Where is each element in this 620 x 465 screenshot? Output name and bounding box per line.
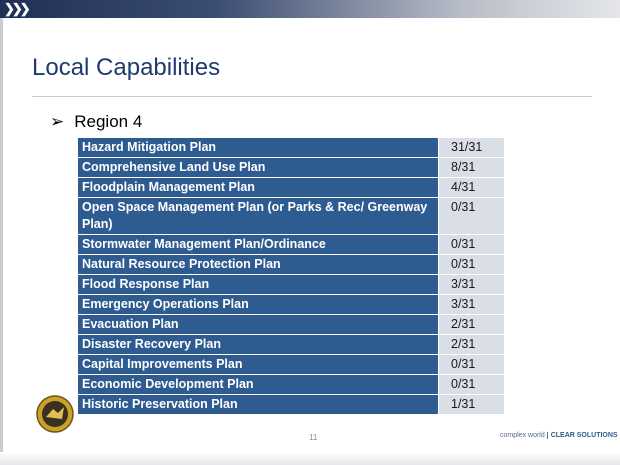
table-row: Capital Improvements Plan 0/31	[78, 354, 504, 375]
plan-count: 8/31	[438, 157, 504, 178]
plan-name: Stormwater Management Plan/Ordinance	[78, 234, 439, 255]
plan-count: 0/31	[438, 234, 504, 255]
plan-name: Comprehensive Land Use Plan	[78, 157, 439, 178]
footer-tagline: complex world	[500, 432, 545, 439]
table-row: Floodplain Management Plan 4/31	[78, 177, 504, 198]
table-row: Historic Preservation Plan 1/31	[78, 394, 504, 415]
table-row: Comprehensive Land Use Plan 8/31	[78, 157, 504, 178]
table-row: Hazard Mitigation Plan 31/31	[78, 138, 504, 158]
table-row: Emergency Operations Plan 3/31	[78, 294, 504, 315]
plan-count: 2/31	[438, 314, 504, 335]
table-row: Economic Development Plan 0/31	[78, 374, 504, 395]
table-row: Evacuation Plan 2/31	[78, 314, 504, 335]
plan-count: 1/31	[438, 394, 504, 415]
plan-name: Natural Resource Protection Plan	[78, 254, 439, 275]
plan-name: Disaster Recovery Plan	[78, 334, 439, 355]
table-row: Stormwater Management Plan/Ordinance 0/31	[78, 234, 504, 255]
table-row: Flood Response Plan 3/31	[78, 274, 504, 295]
title-rule	[32, 96, 592, 97]
table-row: Disaster Recovery Plan 2/31	[78, 334, 504, 355]
plan-name: Capital Improvements Plan	[78, 354, 439, 375]
footer-brand: CLEAR SOLUTIONS	[546, 432, 618, 439]
plan-count: 3/31	[438, 274, 504, 295]
plan-count: 4/31	[438, 177, 504, 198]
slide-title: Local Capabilities	[32, 54, 221, 81]
capabilities-table: Hazard Mitigation Plan 31/31 Comprehensive…	[78, 138, 504, 415]
bullet: ➢ Region 4	[50, 112, 142, 132]
bottom-band	[0, 452, 620, 465]
plan-name: Flood Response Plan	[78, 274, 439, 295]
plan-count: 0/31	[438, 354, 504, 375]
plan-name: Hazard Mitigation Plan	[78, 138, 439, 158]
plan-count: 0/31	[438, 374, 504, 395]
top-bar: ❯❯❯	[0, 0, 620, 18]
logo	[36, 395, 74, 433]
plan-name: Historic Preservation Plan	[78, 394, 439, 415]
plan-name: Emergency Operations Plan	[78, 294, 439, 315]
plan-name: Economic Development Plan	[78, 374, 439, 395]
table-row: Natural Resource Protection Plan 0/31	[78, 254, 504, 275]
page-number: 11	[309, 433, 318, 442]
bullet-text: Region 4	[74, 112, 143, 131]
footer: complex world CLEAR SOLUTIONS	[500, 432, 618, 439]
table-row: Open Space Management Plan (or Parks & R…	[78, 197, 504, 235]
plan-count: 0/31	[438, 254, 504, 275]
plan-count: 31/31	[438, 138, 504, 158]
left-border	[0, 18, 3, 465]
plan-name: Open Space Management Plan (or Parks & R…	[78, 197, 439, 235]
plan-name: Evacuation Plan	[78, 314, 439, 335]
plan-count: 2/31	[438, 334, 504, 355]
plan-count: 3/31	[438, 294, 504, 315]
plan-count: 0/31	[438, 197, 504, 235]
bullet-marker: ➢	[50, 112, 65, 131]
chevrons: ❯❯❯	[4, 1, 31, 16]
plan-name: Floodplain Management Plan	[78, 177, 439, 198]
